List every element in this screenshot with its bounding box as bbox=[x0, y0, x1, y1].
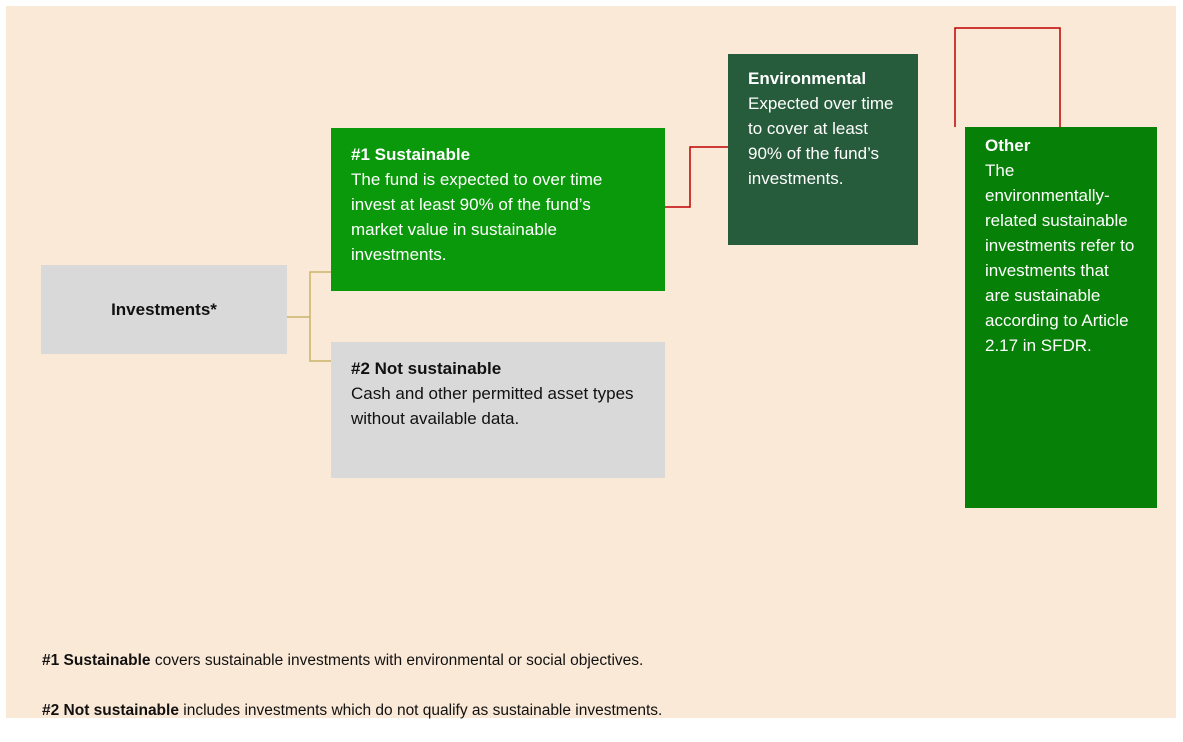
node-other: Other The environmentally-related sustain… bbox=[965, 127, 1157, 508]
node-investments: Investments* bbox=[41, 265, 287, 354]
note: #1 Sustainable covers sustainable invest… bbox=[42, 652, 643, 670]
red-connector bbox=[665, 146, 728, 208]
red-connector bbox=[954, 27, 1061, 127]
node-not-sustainable: #2 Not sustainable Cash and other permitt… bbox=[331, 342, 665, 478]
node-environmental: Environmental Expected over time to cover… bbox=[728, 54, 918, 245]
node-title: Environmental bbox=[748, 69, 867, 88]
note-bold: #2 Not sustainable bbox=[42, 702, 179, 719]
note: #2 Not sustainable includes investments … bbox=[42, 702, 662, 720]
node-text: Cash and other permitted asset types wit… bbox=[351, 384, 634, 428]
node-text: The environmentally-related sustainable … bbox=[985, 161, 1135, 355]
note-text: includes investments which do not qualif… bbox=[183, 702, 663, 719]
node-title: #2 Not sustainable bbox=[351, 359, 502, 378]
note-bold: #1 Sustainable bbox=[42, 652, 151, 669]
node-title: #1 Sustainable bbox=[351, 145, 471, 164]
node-title: Investments* bbox=[111, 300, 217, 319]
node-sustainable: #1 Sustainable The fund is expected to ov… bbox=[331, 128, 665, 291]
node-title: Other bbox=[985, 136, 1031, 155]
node-text: Expected over time to cover at least 90%… bbox=[748, 94, 894, 188]
node-text: The fund is expected to over time invest… bbox=[351, 170, 603, 264]
tan-connector bbox=[287, 271, 331, 362]
note-text: covers sustainable investments with envi… bbox=[154, 652, 644, 669]
